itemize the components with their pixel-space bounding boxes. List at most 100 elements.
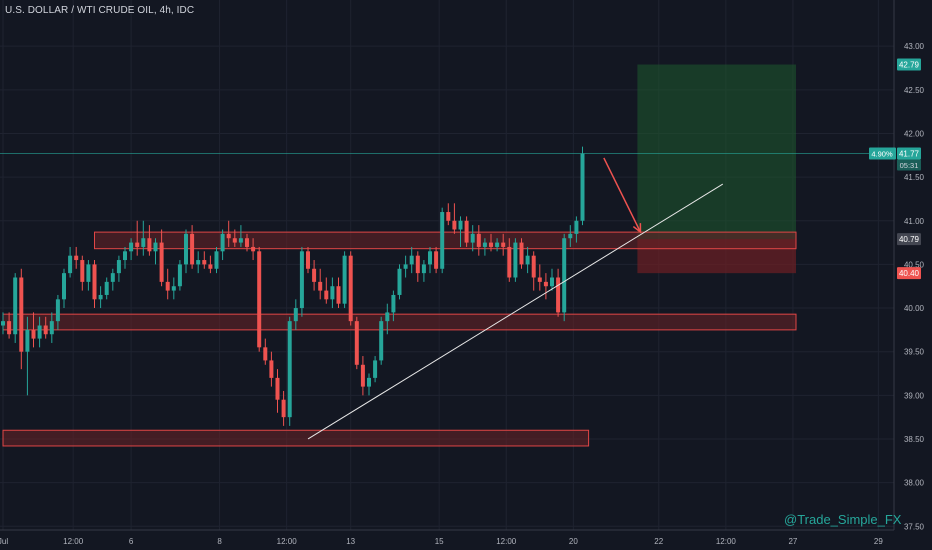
candle-body — [360, 364, 365, 387]
zones-layer — [0, 64, 894, 447]
candle-body — [257, 251, 262, 348]
candle-body — [299, 251, 304, 309]
candle-body — [336, 286, 341, 304]
candle-body — [37, 325, 42, 339]
candle-body — [177, 264, 182, 287]
candle-body — [104, 281, 109, 295]
candle-body — [190, 233, 195, 265]
candle-body — [489, 242, 493, 247]
low-zone — [2, 429, 590, 447]
price-label-text: 40.40 — [899, 269, 920, 278]
candle-body — [397, 268, 402, 295]
candle-body — [141, 238, 146, 247]
candle-body — [147, 238, 152, 252]
candle-body — [440, 212, 445, 269]
x-tick-label: 12:00 — [496, 537, 517, 546]
x-tick-label: 20 — [569, 537, 578, 546]
candle-body — [238, 238, 243, 243]
candle-body — [543, 281, 548, 287]
candle-body — [269, 360, 274, 378]
candle-body — [354, 321, 359, 365]
candle-body — [86, 264, 91, 282]
candle-body — [196, 260, 201, 265]
candle-body — [129, 242, 134, 252]
x-tick-label: 12:00 — [277, 537, 298, 546]
y-tick-label: 38.00 — [904, 479, 925, 488]
candle-body — [537, 277, 542, 282]
change-badge-text: 4.90% — [871, 150, 893, 159]
candle-body — [55, 299, 60, 322]
candle-body — [287, 321, 292, 418]
x-tick-label: 12:00 — [63, 537, 84, 546]
arrow-head — [632, 223, 642, 234]
resistance-zone — [94, 231, 797, 250]
candle-body — [446, 212, 451, 221]
candle-body — [306, 251, 310, 269]
countdown-badge — [897, 159, 921, 171]
candle-body — [80, 260, 85, 282]
candle-body — [220, 233, 225, 252]
candle-body — [171, 286, 176, 291]
candle-body — [373, 360, 378, 378]
y-tick-label: 40.50 — [904, 260, 925, 269]
x-tick-label: 6 — [129, 537, 134, 546]
candle-body — [507, 246, 512, 278]
candle-body — [385, 312, 390, 322]
price-label-target — [897, 58, 921, 71]
candle-body — [159, 242, 164, 282]
candle-body — [367, 377, 371, 387]
candle-body — [568, 233, 573, 239]
candle-body — [214, 251, 219, 269]
candle-body — [574, 220, 579, 234]
candle-body — [98, 294, 103, 300]
candle-body — [434, 251, 439, 269]
x-tick-label: 29 — [874, 537, 883, 546]
candle-body — [275, 377, 280, 400]
candle-body — [421, 264, 426, 274]
candle-body — [165, 281, 170, 291]
arrow-line — [603, 157, 642, 233]
candle-body — [153, 242, 158, 252]
candle-body — [452, 220, 457, 230]
support-zone — [2, 313, 797, 331]
candle-body — [31, 329, 36, 339]
y-tick-label: 41.50 — [904, 173, 925, 182]
candle-body — [226, 233, 231, 239]
x-tick-label: 8 — [217, 537, 222, 546]
y-tick-label: 39.00 — [904, 391, 925, 400]
candle-body — [293, 308, 298, 322]
price-label-last — [897, 147, 921, 160]
candle-body — [13, 277, 18, 335]
candle-body — [62, 273, 66, 300]
drawings-layer — [307, 157, 724, 440]
watermark-text: @Trade_Simple_FX — [784, 512, 902, 527]
candle-body — [580, 153, 585, 221]
candles-layer — [1, 146, 585, 426]
candle-body — [495, 242, 500, 247]
candle-body — [556, 277, 561, 313]
candle-body — [25, 329, 30, 352]
candle-body — [501, 242, 506, 247]
candle-body — [458, 220, 463, 230]
price-label-text: 40.79 — [899, 235, 920, 244]
candle-body — [263, 347, 268, 361]
candle-body — [92, 264, 97, 300]
candle-body — [415, 255, 420, 274]
y-tick-label: 38.50 — [904, 435, 925, 444]
candle-body — [476, 233, 481, 247]
candle-body — [342, 255, 347, 304]
candle-body — [116, 260, 121, 274]
x-tick-label: 22 — [654, 537, 663, 546]
y-tick-label: 43.00 — [904, 42, 925, 51]
y-tick-label: 39.50 — [904, 348, 925, 357]
target-zone — [637, 64, 796, 240]
candle-body — [202, 260, 207, 265]
x-tick-label: 13 — [346, 537, 355, 546]
candle-body — [428, 251, 432, 265]
candle-body — [562, 238, 567, 313]
candle-body — [531, 255, 536, 278]
candle-body — [49, 321, 54, 335]
candle-body — [123, 251, 127, 261]
x-tick-label: 12:00 — [716, 537, 737, 546]
